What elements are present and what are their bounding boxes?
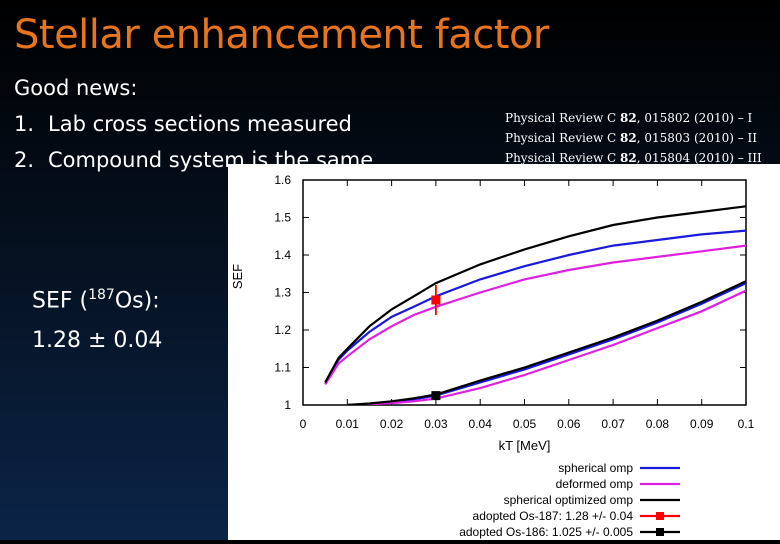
legend-marker (656, 528, 664, 536)
y-tick-label: 1.3 (274, 286, 291, 300)
slide-title: Stellar enhancement factor (14, 12, 549, 58)
legend-label: deformed omp (556, 477, 634, 491)
y-tick-label: 1.6 (274, 173, 291, 187)
sef-chart-svg: 1 1.1 1.2 1.3 1.4 1.5 1.6 0 0.01 0.02 0.03 0.04 0.05… (230, 173, 755, 539)
adopted-point-marker (431, 295, 441, 305)
x-tick-label: 0.05 (513, 417, 537, 431)
x-tick-label: 0.02 (380, 417, 404, 431)
reference-item: Physical Review C 82, 015804 (2010) – II… (505, 148, 762, 168)
reference-journal: Physical Review C (505, 111, 621, 125)
good-news-list: Good news: 1. Lab cross sections measured… (14, 70, 373, 178)
y-tick-label: 1.5 (274, 211, 291, 225)
reference-details: , 015803 (2010) – II (636, 131, 758, 145)
sef-chart: 1 1.1 1.2 1.3 1.4 1.5 1.6 0 0.01 0.02 0.03 0.04 0.05… (228, 164, 780, 540)
legend-marker (656, 512, 664, 520)
x-axis-label: kT [MeV] (499, 438, 551, 453)
sef-label: SEF (187Os): (32, 275, 162, 321)
sef-result: SEF (187Os): 1.28 ± 0.04 (32, 275, 162, 361)
sef-label-suffix: Os): (114, 288, 160, 314)
adopted-point-marker (431, 391, 441, 401)
y-tick-label: 1.1 (274, 361, 291, 375)
x-tick-label: 0.04 (469, 417, 493, 431)
y-tick-label: 1 (284, 398, 291, 412)
legend-label: adopted Os-186: 1.025 +/- 0.005 (459, 525, 633, 539)
y-tick-label: 1.4 (274, 248, 291, 262)
reference-volume: 82 (620, 111, 637, 125)
x-tick-label: 0.1 (738, 417, 755, 431)
y-axis-label: SEF (230, 264, 245, 289)
x-tick-label: 0 (300, 417, 307, 431)
x-tick-label: 0.03 (424, 417, 448, 431)
reference-volume: 82 (620, 131, 637, 145)
series-line-os-187-spherical-optimized-omp (324, 205, 746, 384)
x-tick-label: 0.01 (336, 417, 360, 431)
list-item-number: 1. (14, 112, 35, 136)
x-tick-label: 0.07 (601, 417, 625, 431)
x-tick-label: 0.09 (690, 417, 714, 431)
sef-label-mass: 187 (88, 287, 115, 303)
reference-journal: Physical Review C (505, 131, 621, 145)
references: Physical Review C 82, 015802 (2010) – I … (505, 108, 762, 168)
series-line-os-187-deformed-omp (324, 244, 746, 385)
list-item: 1. Lab cross sections measured (14, 106, 373, 142)
series-line-os-186-deformed-omp (347, 289, 746, 405)
legend-label: spherical omp (558, 461, 633, 475)
x-tick-label: 0.06 (557, 417, 581, 431)
reference-item: Physical Review C 82, 015802 (2010) – I (505, 108, 762, 128)
y-tick-label: 1.2 (274, 323, 291, 337)
reference-volume: 82 (620, 151, 637, 165)
series-line-os-187-spherical-omp (324, 229, 746, 384)
good-news-heading: Good news: (14, 76, 138, 100)
list-item-text: Lab cross sections measured (48, 112, 352, 136)
sef-label-prefix: SEF ( (32, 288, 89, 314)
series-line-os-186-spherical-optimized-omp (347, 280, 746, 405)
legend-label: adopted Os-187: 1.28 +/- 0.04 (473, 509, 634, 523)
legend-label: spherical optimized omp (504, 493, 634, 507)
reference-details: , 015802 (2010) – I (636, 111, 753, 125)
list-item-number: 2. (14, 148, 35, 172)
reference-journal: Physical Review C (505, 151, 621, 165)
reference-item: Physical Review C 82, 015803 (2010) – II (505, 128, 762, 148)
sef-value: 1.28 ± 0.04 (32, 328, 163, 354)
reference-details: , 015804 (2010) – III (636, 151, 762, 165)
x-tick-label: 0.08 (646, 417, 670, 431)
